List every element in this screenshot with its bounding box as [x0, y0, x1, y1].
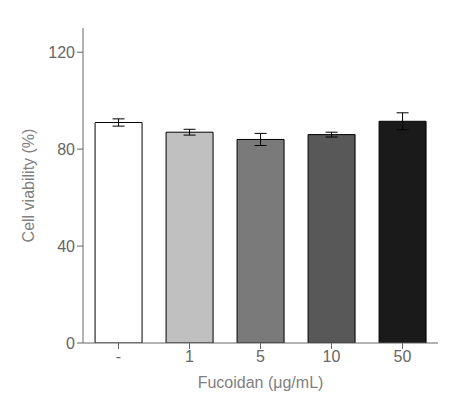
- svg-text:80: 80: [57, 141, 75, 158]
- svg-text:-: -: [116, 348, 121, 365]
- svg-text:1: 1: [185, 348, 194, 365]
- svg-text:50: 50: [394, 348, 412, 365]
- svg-text:10: 10: [323, 348, 341, 365]
- svg-text:Cell viability (%): Cell viability (%): [20, 129, 37, 243]
- svg-text:40: 40: [57, 238, 75, 255]
- svg-text:120: 120: [48, 44, 75, 61]
- svg-text:0: 0: [66, 335, 75, 352]
- svg-text:5: 5: [256, 348, 265, 365]
- svg-text:Fucoidan (μg/mL): Fucoidan (μg/mL): [198, 374, 324, 391]
